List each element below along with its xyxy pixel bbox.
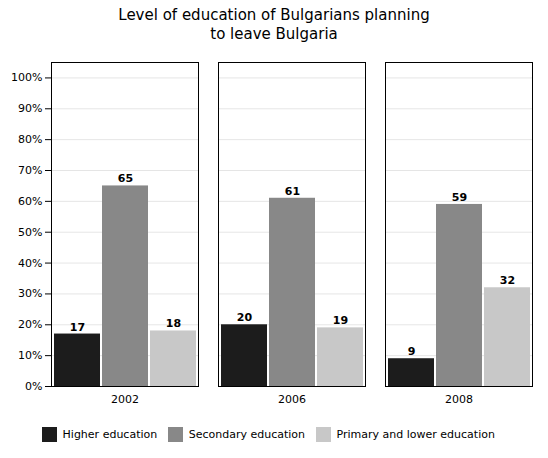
svg-text:61: 61 <box>285 184 300 197</box>
svg-text:2002: 2002 <box>111 393 139 406</box>
svg-text:18: 18 <box>166 317 181 330</box>
svg-text:20%: 20% <box>18 318 42 331</box>
html-text:Higher education: Higher education <box>62 427 158 441</box>
svg-text:19: 19 <box>333 314 348 327</box>
svg-text:30%: 30% <box>18 287 42 300</box>
html-text:Level of education of Bulgaria: Level of education of Bulgarians plannin… <box>118 6 430 43</box>
html-text:Secondary education: Secondary education <box>188 427 306 441</box>
svg-text:40%: 40% <box>18 256 42 269</box>
svg-text:32: 32 <box>500 274 515 287</box>
svg-text:90%: 90% <box>18 102 42 115</box>
svg-text:9: 9 <box>408 345 416 358</box>
svg-text:17: 17 <box>70 320 85 333</box>
svg-text:70%: 70% <box>18 164 42 177</box>
svg-text:2006: 2006 <box>278 393 306 406</box>
svg-text:60%: 60% <box>18 194 42 207</box>
svg-text:100%: 100% <box>11 71 42 84</box>
svg-text:80%: 80% <box>18 133 42 146</box>
html-text:Primary and lower education: Primary and lower education <box>336 427 495 441</box>
svg-text:2008: 2008 <box>445 393 473 406</box>
svg-text:10%: 10% <box>18 349 42 362</box>
svg-text:59: 59 <box>452 190 467 203</box>
svg-text:50%: 50% <box>18 225 42 238</box>
svg-text:65: 65 <box>118 172 133 185</box>
svg-text:20: 20 <box>237 311 253 324</box>
svg-text:0%: 0% <box>25 380 42 393</box>
